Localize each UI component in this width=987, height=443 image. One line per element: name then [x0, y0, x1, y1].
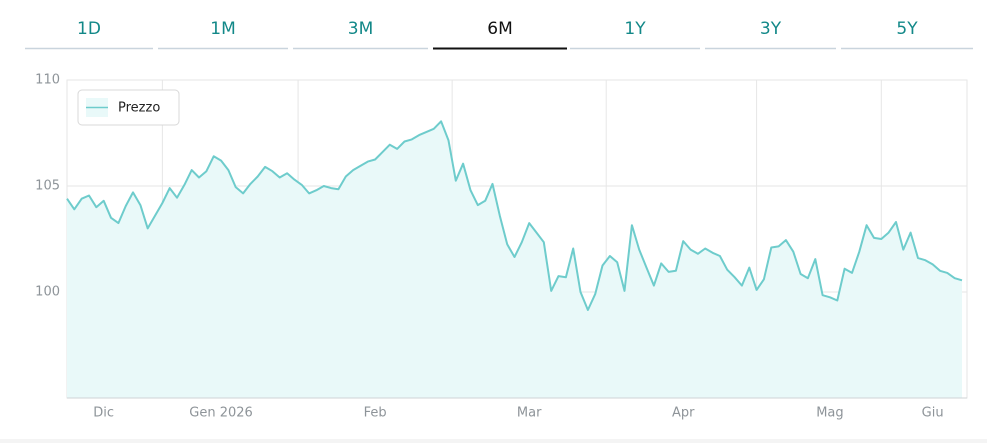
tab[interactable]: 3Y	[705, 19, 836, 50]
x-tick-label: Mar	[517, 406, 542, 421]
tab[interactable]: 1M	[158, 19, 288, 50]
tab[interactable]: 3M	[293, 19, 428, 50]
tab[interactable]: 1Y	[570, 19, 700, 50]
tab[interactable]: 1D	[25, 19, 153, 50]
line	[66, 120, 963, 311]
x-tick-label: Mag	[816, 406, 843, 421]
tab[interactable]: 5Y	[841, 19, 973, 50]
y-tick-label: 105	[35, 179, 60, 194]
tab-label[interactable]: 5Y	[896, 19, 918, 39]
legend-label: Prezzo	[118, 101, 160, 116]
tab-label[interactable]: 6M	[487, 19, 512, 39]
area	[67, 121, 962, 399]
tab-label[interactable]: 3Y	[760, 19, 782, 39]
x-tick-label: Feb	[364, 406, 387, 421]
tab-label[interactable]: 1Y	[624, 19, 646, 39]
x-tick-label: Dic	[93, 406, 114, 421]
legend: Prezzo	[77, 89, 180, 126]
x-tick-label: Giu	[922, 406, 944, 421]
tab-label[interactable]: 1M	[210, 19, 235, 39]
y-tick-label: 100	[35, 285, 60, 300]
y-tick-label: 110	[35, 73, 60, 88]
marks	[66, 120, 963, 399]
tab-label[interactable]: 1D	[77, 19, 101, 39]
x-tick-label: Gen 2026	[189, 406, 253, 421]
tab-label[interactable]: 3M	[348, 19, 373, 39]
tab[interactable]: 6M	[433, 19, 567, 50]
x-tick-label: Apr	[672, 406, 695, 421]
